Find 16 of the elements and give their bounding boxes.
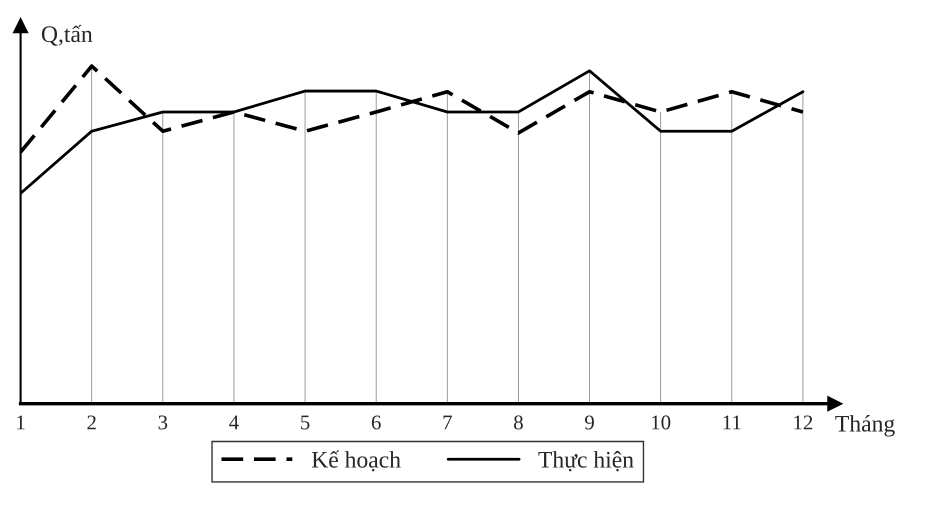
y-axis-title: Q,tấn (42, 24, 92, 46)
x-axis-title: Tháng (835, 415, 895, 437)
x-tick-label: 3 (158, 415, 168, 430)
legend-label: Kế hoạch (312, 450, 401, 472)
x-tick-label: 10 (652, 415, 670, 430)
x-tick-label: 8 (514, 415, 523, 430)
x-tick-label: 7 (443, 416, 452, 430)
x-tick-label: 4 (229, 416, 239, 430)
x-tick-label: 6 (372, 415, 381, 430)
x-tick-label: 1 (17, 416, 25, 430)
x-tick-label: 11 (724, 416, 741, 430)
x-tick-label: 9 (585, 415, 594, 430)
x-tick-label: 5 (301, 416, 310, 430)
x-tick-label: 2 (87, 415, 96, 430)
x-tick-label: 12 (794, 415, 812, 430)
legend-label: Thực hiện (538, 451, 634, 472)
